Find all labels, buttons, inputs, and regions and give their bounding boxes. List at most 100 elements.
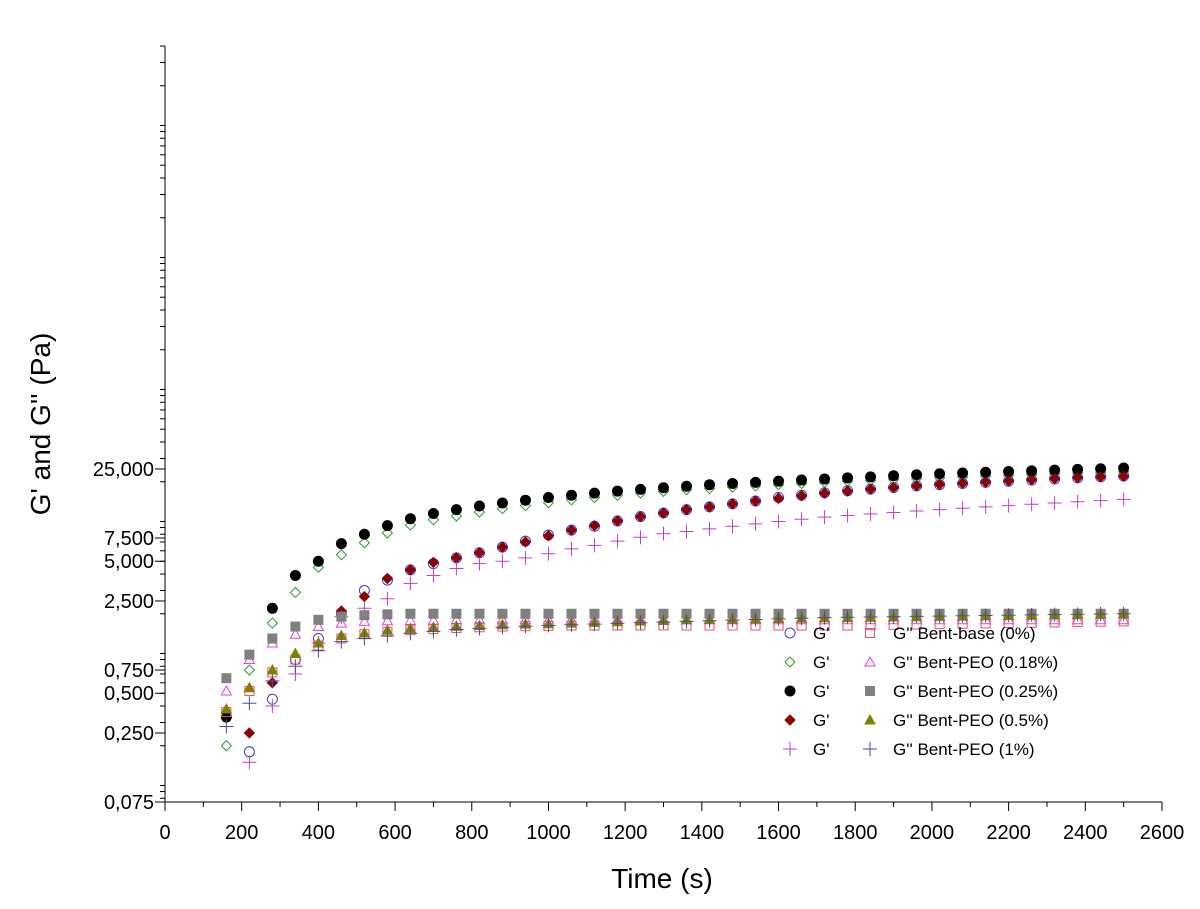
data-point — [496, 541, 509, 553]
data-point — [474, 608, 485, 619]
data-point — [220, 702, 233, 714]
data-point — [290, 621, 301, 632]
legend-label: G'' Bent-PEO (0.18%) — [893, 653, 1058, 672]
data-point — [335, 549, 348, 561]
data-point — [519, 536, 532, 548]
data-point — [865, 471, 877, 483]
data-point — [888, 470, 900, 482]
data-point — [1070, 494, 1085, 509]
x-tick-label: 0 — [159, 822, 170, 844]
data-point — [1047, 496, 1062, 511]
data-point — [796, 474, 808, 486]
y-tick-label: 7,500 — [104, 528, 154, 550]
data-point — [702, 521, 717, 536]
data-point — [449, 622, 464, 637]
data-point — [405, 608, 416, 619]
data-point — [909, 609, 924, 624]
data-point — [1094, 471, 1107, 483]
x-axis-title: Time (s) — [611, 863, 713, 894]
data-point — [358, 537, 371, 549]
y-tick-label: 0,500 — [104, 683, 154, 705]
x-tick-label: 1200 — [603, 822, 648, 844]
data-point — [219, 719, 234, 734]
data-point — [566, 608, 577, 619]
data-point — [1048, 472, 1061, 485]
x-tick-label: 1800 — [833, 822, 878, 844]
data-point — [243, 664, 256, 676]
data-point — [564, 541, 579, 556]
legend-marker — [864, 655, 876, 667]
data-point — [451, 608, 462, 619]
data-point — [863, 506, 878, 521]
data-point — [427, 507, 439, 519]
data-point — [611, 485, 623, 497]
data-point — [1093, 607, 1108, 622]
legend-marker — [784, 627, 796, 639]
data-point — [679, 524, 694, 539]
data-point — [909, 504, 924, 519]
data-point — [380, 628, 395, 643]
data-point — [427, 514, 440, 526]
y-axis-title: G' and G'' (Pa) — [25, 333, 56, 516]
data-point — [495, 554, 510, 569]
data-point — [312, 555, 324, 567]
data-point — [381, 527, 394, 539]
data-point — [679, 614, 694, 629]
x-tick-label: 2600 — [1140, 822, 1185, 844]
data-point — [817, 610, 832, 625]
data-point — [404, 564, 417, 576]
data-point — [819, 473, 831, 485]
data-point — [380, 591, 395, 606]
axes: 0 200 400 600 800 1000 1200 1400 1600 1800 2000 220… — [93, 45, 1185, 844]
data-point — [794, 611, 809, 626]
x-tick-label: 600 — [378, 822, 411, 844]
data-point — [381, 572, 394, 585]
data-point — [450, 510, 463, 522]
data-point — [313, 614, 324, 625]
data-point — [1117, 470, 1130, 482]
x-tick-label: 1000 — [526, 822, 571, 844]
data-point — [289, 586, 302, 599]
data-point — [1116, 492, 1131, 507]
data-point — [1071, 471, 1084, 484]
legend-marker — [865, 628, 875, 638]
data-point — [1002, 475, 1015, 487]
data-point — [1001, 608, 1016, 623]
data-point — [265, 699, 280, 714]
data-point — [932, 609, 947, 624]
data-point — [220, 684, 233, 696]
x-tick-label: 400 — [302, 822, 335, 844]
data-point — [359, 610, 370, 621]
data-point — [358, 615, 371, 626]
data-point — [265, 673, 280, 688]
data-point — [289, 628, 302, 639]
data-point — [520, 608, 531, 619]
data-point — [727, 478, 739, 490]
series-9 — [219, 606, 1131, 734]
legend-marker — [864, 713, 876, 725]
data-point — [564, 617, 579, 632]
data-point — [495, 620, 510, 635]
data-point — [334, 634, 349, 649]
data-point — [312, 620, 325, 632]
data-point — [1024, 497, 1039, 512]
data-point — [426, 624, 441, 639]
data-point — [633, 530, 648, 545]
data-point — [428, 608, 439, 619]
data-point — [289, 569, 301, 581]
data-point — [955, 608, 970, 623]
data-point — [725, 613, 740, 628]
data-point — [634, 510, 647, 523]
data-point — [1093, 493, 1108, 508]
data-point — [519, 494, 531, 506]
legend-label: G' — [813, 653, 829, 672]
data-point — [220, 740, 233, 752]
data-point — [795, 489, 808, 502]
data-point — [1116, 606, 1131, 621]
legend-label: G' — [813, 740, 829, 759]
data-point — [979, 476, 992, 488]
data-point — [980, 466, 992, 478]
data-point — [887, 481, 900, 494]
data-point — [773, 475, 785, 487]
data-point — [726, 498, 739, 510]
